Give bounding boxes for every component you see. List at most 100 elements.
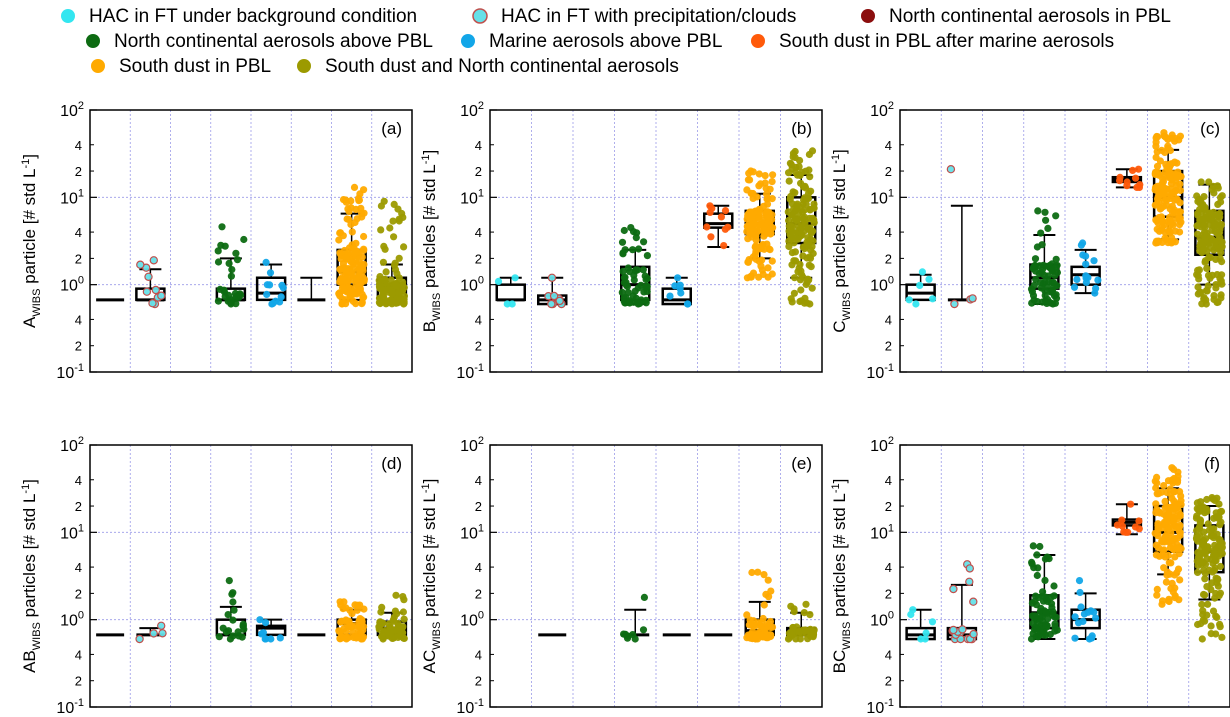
data-point	[267, 635, 275, 643]
y-tick-label: 100	[870, 610, 894, 630]
legend-label: South dust and North continental aerosol…	[325, 56, 679, 77]
data-point	[791, 147, 799, 156]
data-point	[555, 296, 564, 306]
data-point	[219, 624, 227, 632]
data-point	[760, 601, 768, 609]
data-point	[643, 282, 651, 290]
data-point	[788, 200, 797, 208]
data-point	[1073, 275, 1081, 284]
data-point	[642, 299, 650, 307]
y-minor-tick-label: 2	[885, 339, 892, 354]
data-point	[342, 604, 350, 612]
data-point	[1122, 528, 1130, 536]
data-point	[768, 257, 776, 265]
box-group	[661, 274, 692, 308]
data-point	[789, 188, 797, 196]
box-group	[135, 621, 167, 644]
data-point	[1082, 252, 1090, 260]
legend-label: South dust in PBL	[119, 56, 271, 77]
y-tick-label: 101	[870, 522, 894, 542]
legend-item: Marine aerosols above PBL	[461, 31, 722, 52]
data-point	[1048, 278, 1056, 286]
data-point	[1173, 195, 1181, 203]
data-point	[1052, 255, 1060, 263]
data-point	[1044, 224, 1052, 232]
data-point	[801, 194, 809, 202]
data-point	[1200, 193, 1208, 201]
data-point	[391, 259, 399, 267]
data-point	[1123, 182, 1131, 190]
box-group	[1027, 542, 1061, 643]
data-point	[752, 242, 760, 250]
data-point	[342, 198, 350, 206]
data-point	[1167, 218, 1175, 226]
data-point	[230, 606, 238, 614]
data-point	[390, 233, 398, 241]
data-point	[396, 626, 404, 634]
y-minor-tick-label: 2	[75, 499, 82, 514]
data-point	[1164, 188, 1172, 196]
plot-frame	[489, 109, 823, 373]
panel: 10-1 100 101 102 2 4 2 4 2 4 BCWIBS particles [# s…	[830, 435, 1230, 717]
data-point	[388, 300, 396, 308]
legend-marker	[861, 9, 875, 23]
data-point	[1132, 174, 1140, 182]
data-point	[238, 633, 246, 641]
y-minor-tick-label: 4	[475, 312, 482, 327]
data-point	[227, 296, 235, 304]
y-tick-label: 102	[60, 435, 84, 455]
y-tick-label: 10-1	[456, 362, 484, 382]
data-point	[721, 225, 729, 233]
data-point	[1200, 245, 1208, 254]
data-point	[352, 277, 360, 285]
data-point	[762, 184, 770, 192]
data-point	[1042, 608, 1050, 616]
legend-item: South dust in PBL	[91, 56, 271, 77]
data-point	[1044, 615, 1052, 623]
data-point	[916, 281, 924, 289]
data-point	[1166, 229, 1174, 237]
data-point	[547, 299, 556, 309]
data-point	[969, 629, 978, 639]
data-point	[392, 282, 400, 290]
data-point	[636, 299, 644, 308]
data-point	[744, 176, 753, 184]
data-point	[629, 631, 637, 639]
data-point	[1203, 611, 1211, 619]
y-minor-tick-label: 2	[475, 251, 482, 266]
data-point	[1153, 195, 1162, 203]
data-point	[360, 605, 368, 613]
data-point	[761, 179, 769, 187]
data-point	[1200, 221, 1208, 229]
data-point	[229, 589, 237, 597]
data-point	[1079, 617, 1087, 626]
data-point	[1160, 172, 1168, 180]
data-point	[224, 611, 232, 619]
data-point	[1050, 592, 1058, 600]
data-point	[1176, 576, 1184, 584]
y-minor-tick-label: 2	[75, 251, 82, 266]
data-point	[277, 293, 285, 301]
data-point	[790, 608, 798, 616]
data-point	[1041, 291, 1049, 299]
legend-item: South dust in PBL after marine aerosols	[751, 31, 1114, 52]
y-tick-label: 102	[460, 100, 484, 120]
data-point	[969, 597, 978, 606]
data-point	[639, 626, 648, 634]
data-point	[1170, 505, 1178, 513]
data-point	[1197, 178, 1205, 186]
data-point	[1171, 594, 1179, 602]
data-point	[340, 275, 348, 283]
plot-frame	[899, 444, 1230, 708]
data-point	[385, 628, 394, 636]
legend-marker	[751, 34, 765, 48]
y-tick-label: 10-1	[456, 697, 484, 717]
data-point	[666, 292, 674, 300]
data-point	[1201, 228, 1209, 236]
data-point	[1153, 237, 1161, 245]
data-point	[802, 200, 810, 208]
data-point	[400, 615, 408, 623]
data-point	[1207, 630, 1215, 638]
data-point	[339, 232, 347, 240]
data-point	[1071, 613, 1079, 621]
